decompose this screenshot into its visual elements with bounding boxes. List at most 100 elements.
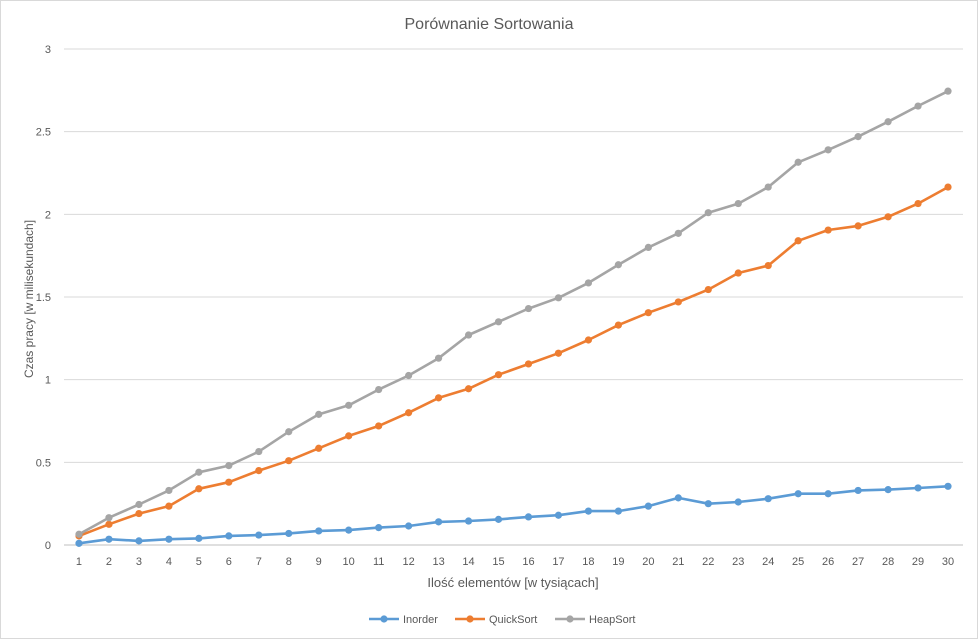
data-point — [315, 410, 323, 418]
y-tick-label: 0 — [45, 540, 51, 552]
data-point — [434, 354, 443, 362]
series-quicksort — [75, 183, 952, 540]
x-tick-label: 29 — [912, 556, 924, 568]
y-tick-label: 1 — [45, 375, 51, 387]
data-point — [405, 371, 413, 380]
series-line — [77, 185, 950, 538]
x-tick-label: 8 — [286, 556, 292, 568]
legend-item-heapsort: HeapSort — [555, 614, 635, 626]
legend-swatch-marker — [466, 615, 474, 623]
data-point — [165, 502, 173, 510]
data-point — [315, 444, 323, 452]
data-point — [674, 229, 682, 237]
data-point — [494, 371, 503, 379]
x-tick-label: 11 — [373, 556, 384, 568]
data-point — [135, 537, 143, 545]
data-point — [674, 494, 682, 502]
series-line — [77, 89, 950, 536]
y-tick-label: 3 — [45, 44, 51, 56]
x-tick-label: 12 — [402, 556, 414, 568]
data-point — [734, 498, 742, 506]
data-point — [824, 226, 832, 234]
data-point — [195, 468, 203, 476]
x-tick-label: 28 — [882, 556, 894, 568]
data-point — [704, 500, 712, 508]
data-point — [554, 511, 563, 519]
x-tick-label: 23 — [732, 556, 744, 568]
data-point — [764, 183, 772, 191]
data-point — [375, 524, 383, 532]
legend-item-inorder: Inorder — [369, 614, 438, 626]
data-point — [554, 349, 563, 357]
data-point — [375, 422, 383, 430]
y-tick-label: 2 — [45, 209, 51, 221]
data-point — [225, 532, 233, 540]
data-point — [524, 513, 533, 521]
data-point — [255, 467, 263, 475]
data-point — [195, 534, 203, 542]
legend-label: Inorder — [403, 614, 438, 626]
data-point — [854, 222, 862, 230]
data-point — [944, 482, 952, 490]
x-tick-label: 22 — [702, 556, 714, 568]
data-point — [105, 535, 113, 543]
data-point — [704, 209, 712, 217]
data-point — [464, 517, 473, 525]
chart-title: Porównanie Sortowania — [405, 16, 574, 33]
data-point — [644, 309, 652, 317]
y-tick-label: 2.5 — [36, 127, 51, 139]
x-tick-label: 5 — [196, 556, 202, 568]
data-point — [734, 269, 742, 277]
x-tick-label: 16 — [522, 556, 534, 568]
data-point — [105, 514, 113, 522]
data-point — [764, 495, 772, 503]
data-point — [674, 298, 682, 306]
x-tick-label: 27 — [852, 556, 864, 568]
data-point — [225, 462, 233, 470]
x-tick-label: 18 — [582, 556, 594, 568]
x-axis-label: Ilość elementów [w tysiącach] — [427, 575, 598, 590]
x-tick-label: 6 — [226, 556, 232, 568]
data-point — [584, 336, 593, 344]
data-point — [884, 118, 892, 126]
data-point — [914, 199, 922, 208]
data-point — [914, 484, 922, 492]
x-tick-label: 21 — [672, 556, 684, 568]
data-point — [794, 158, 802, 166]
gridlines — [64, 48, 963, 546]
series-heapsort — [75, 87, 952, 538]
data-point — [614, 321, 622, 329]
data-point — [345, 401, 353, 409]
data-point — [614, 507, 622, 515]
data-point — [494, 515, 503, 523]
legend-label: HeapSort — [589, 614, 635, 626]
data-point — [165, 535, 173, 543]
x-tick-label: 15 — [492, 556, 504, 568]
data-point — [734, 199, 742, 208]
legend-swatch-marker — [380, 615, 388, 623]
data-point — [884, 486, 892, 494]
y-axis-label: Czas pracy [w milisekundach] — [22, 220, 36, 378]
x-tick-label: 1 — [76, 556, 82, 568]
data-point — [345, 432, 353, 440]
data-point — [405, 522, 413, 530]
data-point — [824, 146, 832, 154]
data-point — [584, 507, 593, 515]
data-point — [524, 360, 533, 368]
data-point — [255, 447, 263, 456]
data-point — [614, 261, 622, 269]
data-point — [494, 318, 503, 326]
x-tick-label: 30 — [942, 556, 954, 568]
data-point — [854, 133, 862, 141]
x-tick-label: 19 — [612, 556, 624, 568]
data-point — [794, 237, 802, 245]
data-point — [644, 243, 652, 251]
x-tick-label: 25 — [792, 556, 804, 568]
data-point — [824, 490, 832, 498]
data-point — [375, 385, 383, 394]
data-point — [914, 102, 922, 110]
legend-label: QuickSort — [489, 614, 537, 626]
x-tick-label: 14 — [462, 556, 474, 568]
x-tick-label: 7 — [256, 556, 262, 568]
